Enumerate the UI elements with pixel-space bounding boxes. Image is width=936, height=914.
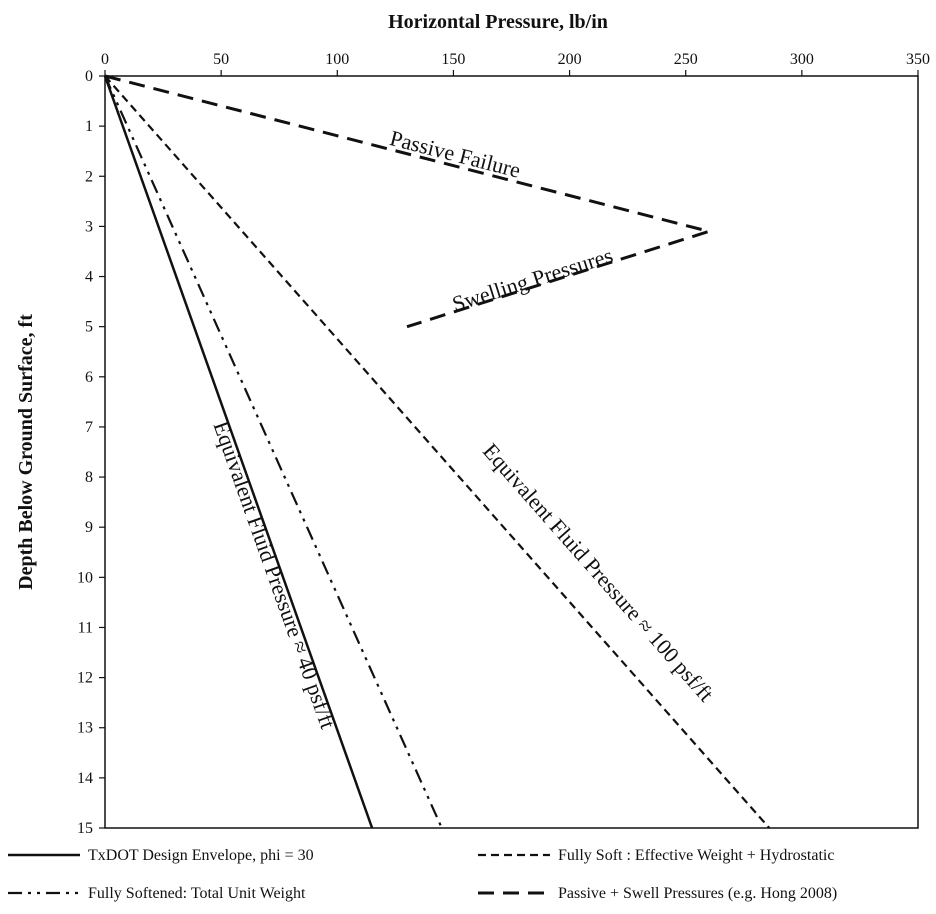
y-tick-label: 13: [77, 720, 93, 737]
plot-frame: [104, 75, 919, 829]
x-tick-label: 150: [441, 51, 465, 68]
y-tick-label: 7: [85, 419, 93, 436]
x-tick-label: 0: [101, 51, 109, 68]
y-tick-label: 10: [77, 569, 93, 586]
y-tick-label: 0: [85, 68, 93, 85]
legend-label-1: TxDOT Design Envelope, phi = 30: [88, 847, 314, 864]
annotation-3: Equivalent Fluid Pressure ≈ 40 psf/ft: [209, 418, 341, 732]
x-tick-label: 350: [906, 51, 930, 68]
series-line-3: [104, 75, 771, 829]
y-tick-label: 5: [85, 319, 93, 336]
y-tick-label: 8: [85, 469, 93, 486]
x-tick-label: 250: [674, 51, 698, 68]
y-tick-label: 1: [85, 118, 93, 135]
y-tick-label: 11: [78, 619, 93, 636]
x-tick-label: 200: [558, 51, 582, 68]
annotation-1: Passive Failure: [387, 125, 523, 183]
y-tick-label: 2: [85, 168, 93, 185]
series-line-4: [104, 74, 715, 329]
x-tick-label: 100: [325, 51, 349, 68]
legend-label-2: Fully Softened: Total Unit Weight: [88, 885, 306, 902]
plot-area: 0 50 100 150 200 250 300 3500123456789101112131…: [77, 51, 930, 837]
y-tick-label: 15: [77, 820, 93, 837]
x-axis-title: Horizontal Pressure, lb/in: [388, 11, 608, 33]
y-tick-label: 4: [85, 269, 93, 286]
annotation-2: Swelling Pressures: [449, 242, 616, 316]
x-tick-label: 50: [213, 51, 229, 68]
series-line-1: [103, 75, 374, 829]
y-tick-label: 3: [85, 218, 93, 235]
y-axis-title: Depth Below Ground Surface, ft: [15, 314, 37, 590]
legend: TxDOT Design Envelope, phi = 30 Fully Sof…: [8, 847, 837, 902]
series-line-2: [103, 75, 443, 829]
y-tick-label: 9: [85, 519, 93, 536]
legend-label-3: Fully Soft : Effective Weight + Hydrosta…: [558, 847, 834, 864]
x-tick-label: 300: [790, 51, 814, 68]
annotation-4: Equivalent Fluid Pressure ≈ 100 psf/ft: [478, 438, 719, 706]
y-tick-label: 6: [85, 369, 93, 386]
y-tick-label: 12: [77, 670, 93, 687]
y-tick-label: 14: [77, 770, 93, 787]
legend-label-4: Passive + Swell Pressures (e.g. Hong 200…: [558, 885, 837, 902]
